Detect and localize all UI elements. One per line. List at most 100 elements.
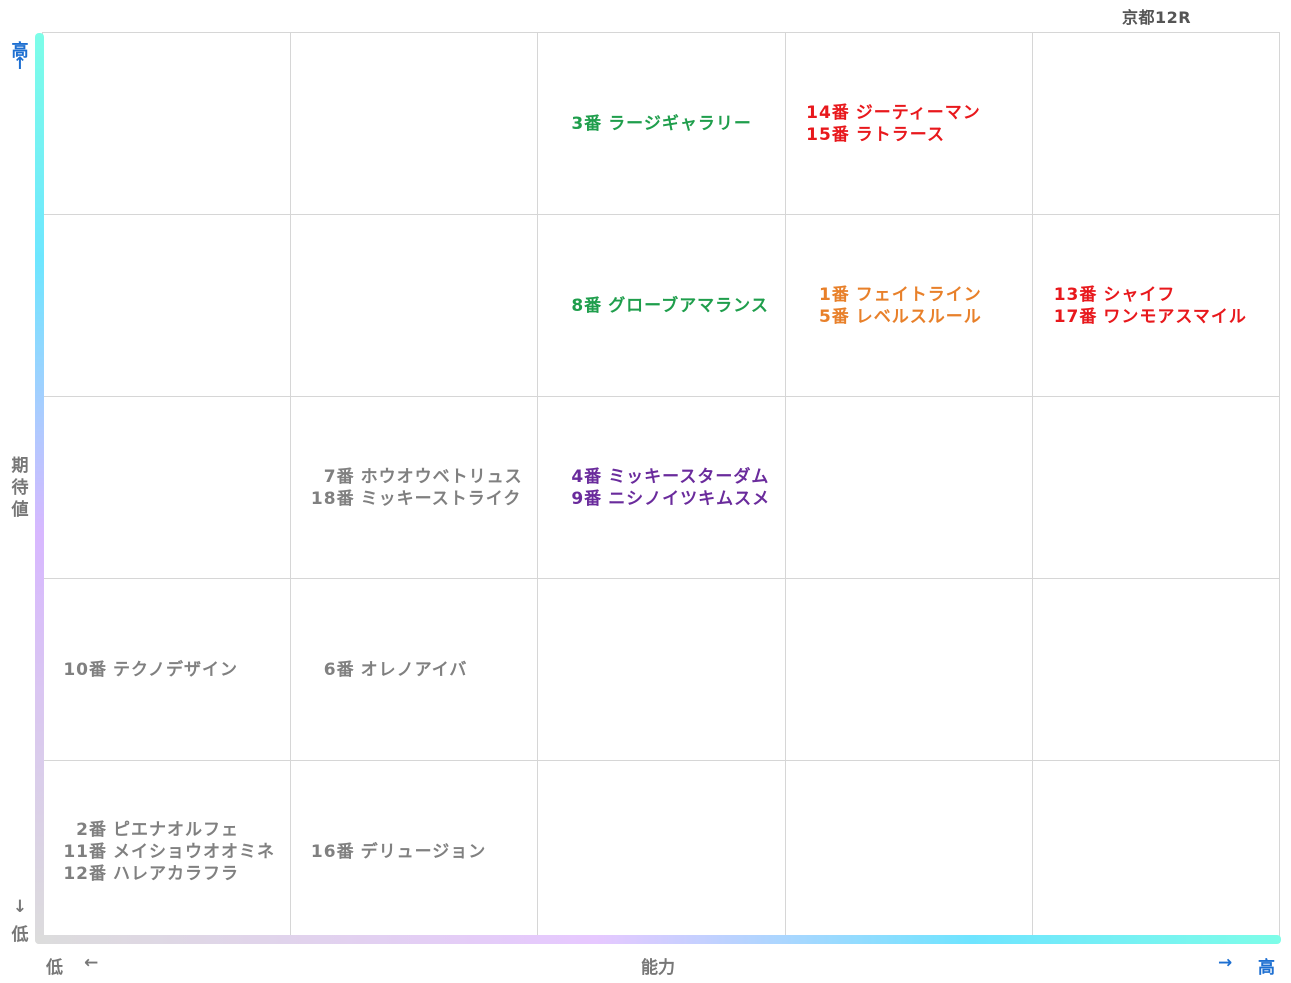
horse-name: ピエナオルフェ bbox=[113, 819, 239, 840]
horse-group: 16番 デリュージョン bbox=[309, 841, 534, 863]
horse-entry: 6番 オレノアイバ bbox=[309, 659, 534, 681]
horse-entry: 4番 ミッキースターダム bbox=[556, 466, 781, 488]
x-axis-low-label: 低 bbox=[46, 958, 63, 978]
grid-cell: 7番 ホウオウベトリュス 18番 ミッキーストライク bbox=[289, 397, 538, 579]
grid-cell bbox=[784, 579, 1033, 761]
horse-number: 2番 bbox=[76, 819, 107, 840]
y-axis-low-label: 低 bbox=[11, 925, 29, 945]
grid-cell bbox=[289, 33, 538, 215]
grid-cell bbox=[784, 761, 1033, 943]
horse-name: メイショウオオミネ bbox=[113, 841, 275, 862]
horse-entry: 14番 ジーティーマン bbox=[804, 102, 1029, 124]
horse-name: ラトラース bbox=[855, 124, 945, 145]
grid-cell bbox=[1032, 761, 1280, 943]
horse-group: 3番 ラージギャラリー bbox=[556, 113, 781, 135]
y-axis-bar bbox=[35, 33, 44, 944]
y-axis-title: 期待値 bbox=[11, 456, 29, 520]
horse-group: 6番 オレノアイバ bbox=[309, 659, 534, 681]
y-axis-down-arrow-icon: ↓ bbox=[12, 897, 28, 917]
grid-cell: 13番 シャイフ 17番 ワンモアスマイル bbox=[1032, 215, 1280, 397]
horse-group: 4番 ミッキースターダム 9番 ニシノイツキムスメ bbox=[556, 466, 781, 510]
horse-number: 10番 bbox=[63, 659, 107, 680]
horse-name: ホウオウベトリュス bbox=[360, 466, 523, 487]
grid-cell bbox=[537, 579, 785, 761]
horse-name: ラージギャラリー bbox=[608, 113, 752, 134]
horse-name: ハレアカラフラ bbox=[113, 863, 239, 884]
grid-cell: 6番 オレノアイバ bbox=[289, 579, 538, 761]
grid-cell: 14番 ジーティーマン 15番 ラトラース bbox=[784, 33, 1033, 215]
grid-cell: 10番 テクノデザイン bbox=[42, 579, 290, 761]
horse-group: 10番 テクノデザイン bbox=[61, 659, 286, 681]
x-axis-left-arrow-icon: ← bbox=[84, 953, 99, 973]
horse-number: 7番 bbox=[323, 466, 355, 487]
horse-number: 1番 bbox=[818, 284, 850, 305]
horse-entry: 11番 メイショウオオミネ bbox=[61, 841, 286, 863]
horse-group: 7番 ホウオウベトリュス 18番 ミッキーストライク bbox=[309, 466, 534, 510]
grid-cell: 4番 ミッキースターダム 9番 ニシノイツキムスメ bbox=[537, 397, 785, 579]
horse-name: グローブアマランス bbox=[608, 295, 769, 316]
horse-name: デリュージョン bbox=[360, 841, 487, 862]
x-axis-bar bbox=[35, 935, 1281, 944]
chart-grid: 3番 ラージギャラリー 14番 ジーティーマン 15番 ラトラース 8番 グローブアマランス 1… bbox=[42, 32, 1280, 943]
horse-number: 14番 bbox=[806, 102, 850, 123]
horse-entry: 3番 ラージギャラリー bbox=[556, 113, 781, 135]
horse-name: テクノデザイン bbox=[113, 659, 238, 680]
horse-entry: 15番 ラトラース bbox=[804, 124, 1029, 146]
horse-name: ワンモアスマイル bbox=[1103, 306, 1247, 327]
horse-entry: 10番 テクノデザイン bbox=[61, 659, 286, 681]
horse-group: 1番 フェイトライン 5番 レベルスルール bbox=[804, 284, 1029, 328]
horse-name: オレノアイバ bbox=[360, 659, 468, 680]
horse-number: 6番 bbox=[323, 659, 355, 680]
horse-group: 14番 ジーティーマン 15番 ラトラース bbox=[804, 102, 1029, 146]
horse-name: レベルスルール bbox=[855, 306, 982, 327]
horse-entry: 12番 ハレアカラフラ bbox=[61, 863, 286, 885]
horse-entry: 8番 グローブアマランス bbox=[556, 295, 781, 317]
grid-cell: 3番 ラージギャラリー bbox=[537, 33, 785, 215]
horse-entry: 13番 シャイフ bbox=[1051, 284, 1276, 306]
y-axis-up-arrow-icon: ↑ bbox=[12, 54, 28, 74]
grid-cell bbox=[42, 397, 290, 579]
x-axis-right-arrow-icon: → bbox=[1218, 953, 1233, 973]
horse-number: 13番 bbox=[1053, 284, 1098, 305]
grid-cell bbox=[1032, 397, 1280, 579]
grid-cell bbox=[537, 761, 785, 943]
horse-number: 18番 bbox=[310, 488, 355, 509]
grid-cell bbox=[1032, 579, 1280, 761]
horse-entry: 9番 ニシノイツキムスメ bbox=[556, 488, 781, 510]
race-label: 京都12R bbox=[1122, 8, 1192, 27]
horse-entry: 17番 ワンモアスマイル bbox=[1051, 306, 1276, 328]
horse-name: ニシノイツキムスメ bbox=[608, 488, 771, 509]
horse-name: ミッキースターダム bbox=[608, 466, 770, 487]
horse-number: 9番 bbox=[571, 488, 603, 509]
horse-entry: 7番 ホウオウベトリュス bbox=[309, 466, 534, 488]
horse-name: ミッキーストライク bbox=[360, 488, 522, 509]
horse-group: 8番 グローブアマランス bbox=[556, 295, 781, 317]
x-axis-high-label: 高 bbox=[1258, 958, 1275, 978]
horse-group: 13番 シャイフ 17番 ワンモアスマイル bbox=[1051, 284, 1276, 328]
horse-number: 15番 bbox=[806, 124, 850, 145]
grid-cell bbox=[784, 397, 1033, 579]
horse-entry: 5番 レベルスルール bbox=[804, 306, 1029, 328]
horse-number: 16番 bbox=[310, 841, 355, 862]
horse-number: 5番 bbox=[818, 306, 850, 327]
grid-cell: 2番 ピエナオルフェ 11番 メイショウオオミネ 12番 ハレアカラフラ bbox=[42, 761, 290, 943]
horse-entry: 1番 フェイトライン bbox=[804, 284, 1029, 306]
grid-cell bbox=[1032, 33, 1280, 215]
horse-name: フェイトライン bbox=[855, 284, 982, 305]
horse-number: 4番 bbox=[571, 466, 603, 487]
horse-number: 11番 bbox=[63, 841, 107, 862]
horse-number: 17番 bbox=[1053, 306, 1098, 327]
y-axis-high-label: 高 bbox=[11, 41, 29, 61]
grid-cell bbox=[42, 33, 290, 215]
horse-group: 2番 ピエナオルフェ 11番 メイショウオオミネ 12番 ハレアカラフラ bbox=[61, 819, 286, 885]
x-axis-title: 能力 bbox=[641, 958, 675, 978]
grid-cell bbox=[289, 215, 538, 397]
horse-number: 3番 bbox=[571, 113, 603, 134]
horse-number: 8番 bbox=[571, 295, 603, 316]
grid-cell: 8番 グローブアマランス bbox=[537, 215, 785, 397]
horse-entry: 18番 ミッキーストライク bbox=[309, 488, 534, 510]
horse-entry: 2番 ピエナオルフェ bbox=[61, 819, 286, 841]
grid-cell: 1番 フェイトライン 5番 レベルスルール bbox=[784, 215, 1033, 397]
horse-name: シャイフ bbox=[1103, 284, 1176, 305]
horse-number: 12番 bbox=[63, 863, 107, 884]
